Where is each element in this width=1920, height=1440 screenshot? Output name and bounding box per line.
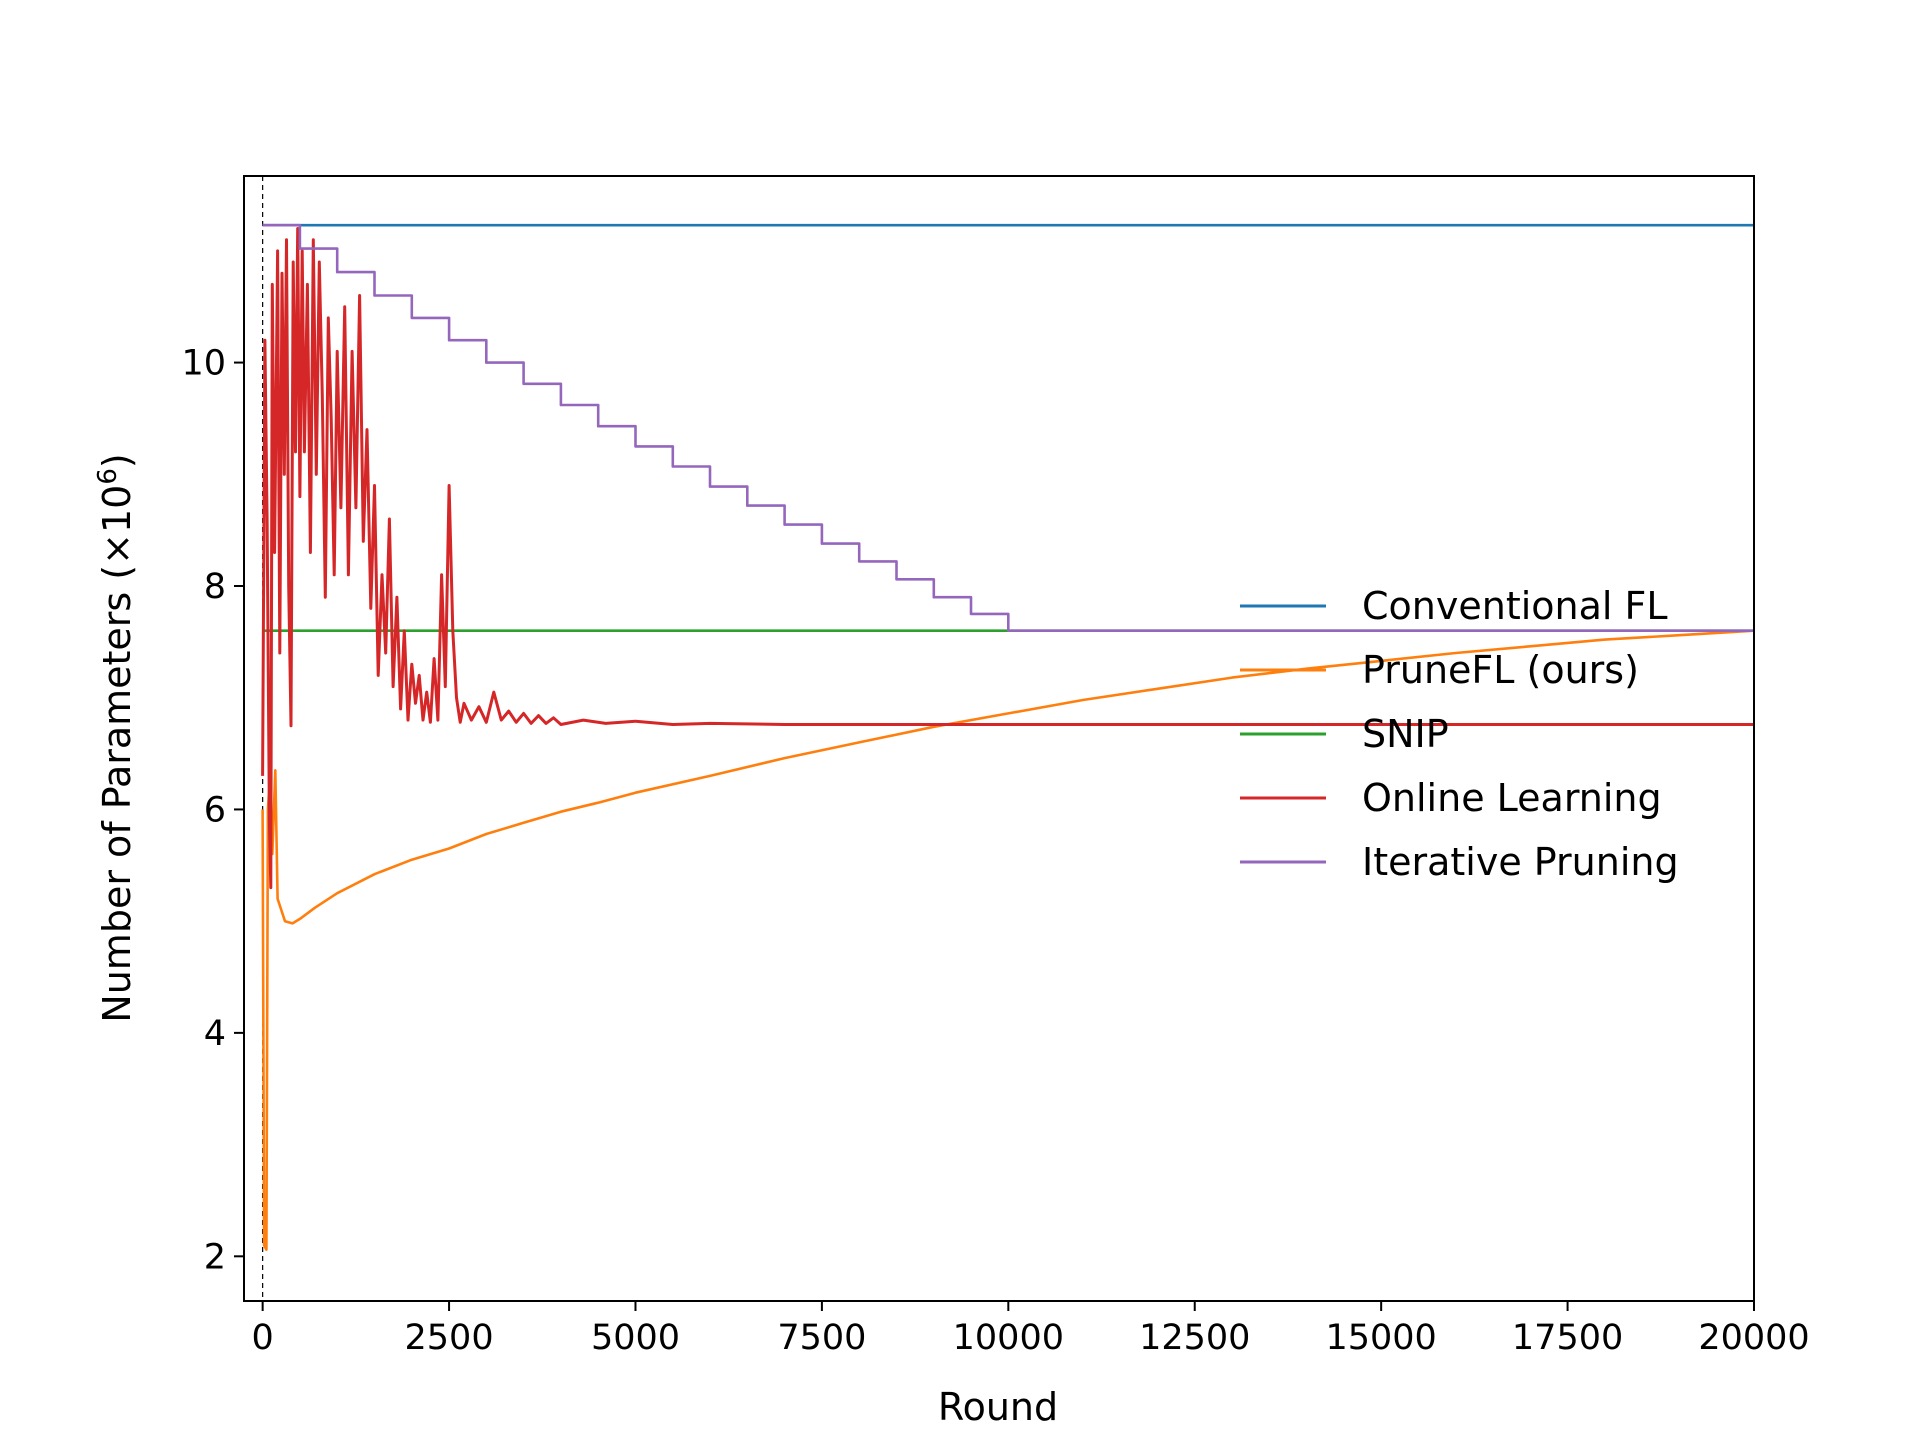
y-tick-label: 10 xyxy=(181,344,226,384)
series-line-iterative-pruning xyxy=(262,223,1754,632)
y-tick-label: 4 xyxy=(204,1014,226,1054)
x-tick-label: 2500 xyxy=(405,1318,494,1358)
x-axis-ticks: 0 2500 5000 7500 10000 12500 15000 17500 20000 xyxy=(252,1301,1810,1358)
x-tick-label: 10000 xyxy=(953,1318,1064,1358)
x-tick-label: 20000 xyxy=(1698,1318,1809,1358)
x-axis-label: Round xyxy=(938,1385,1058,1429)
legend: Conventional FL PruneFL (ours) SNIP Online … xyxy=(1240,584,1679,884)
y-tick-label: 2 xyxy=(204,1237,226,1277)
x-tick-label: 12500 xyxy=(1139,1318,1250,1358)
legend-label-conventional-fl: Conventional FL xyxy=(1362,584,1668,628)
y-axis-label: Number of Parameters (×106) xyxy=(93,453,139,1022)
legend-label-snip: SNIP xyxy=(1362,712,1449,756)
y-axis-ticks: 2 4 6 8 10 xyxy=(181,344,244,1277)
legend-label-iterative-pruning: Iterative Pruning xyxy=(1362,840,1679,884)
x-tick-label: 17500 xyxy=(1512,1318,1623,1358)
legend-label-prunefl-ours: PruneFL (ours) xyxy=(1362,648,1639,692)
x-tick-label: 0 xyxy=(252,1318,274,1358)
y-axis-label-exponent: 6 xyxy=(93,468,123,485)
plot-frame xyxy=(243,175,1755,1302)
y-tick-label: 8 xyxy=(204,567,226,607)
legend-label-online-learning: Online Learning xyxy=(1362,776,1662,820)
x-tick-label: 5000 xyxy=(591,1318,680,1358)
x-tick-label: 15000 xyxy=(1325,1318,1436,1358)
y-axis-label-close: ) xyxy=(95,453,139,468)
y-tick-label: 6 xyxy=(204,790,226,830)
series-line-online-learning xyxy=(261,227,1754,890)
y-axis-label-main: Number of Parameters (×10 xyxy=(95,485,139,1023)
x-tick-label: 7500 xyxy=(777,1318,866,1358)
